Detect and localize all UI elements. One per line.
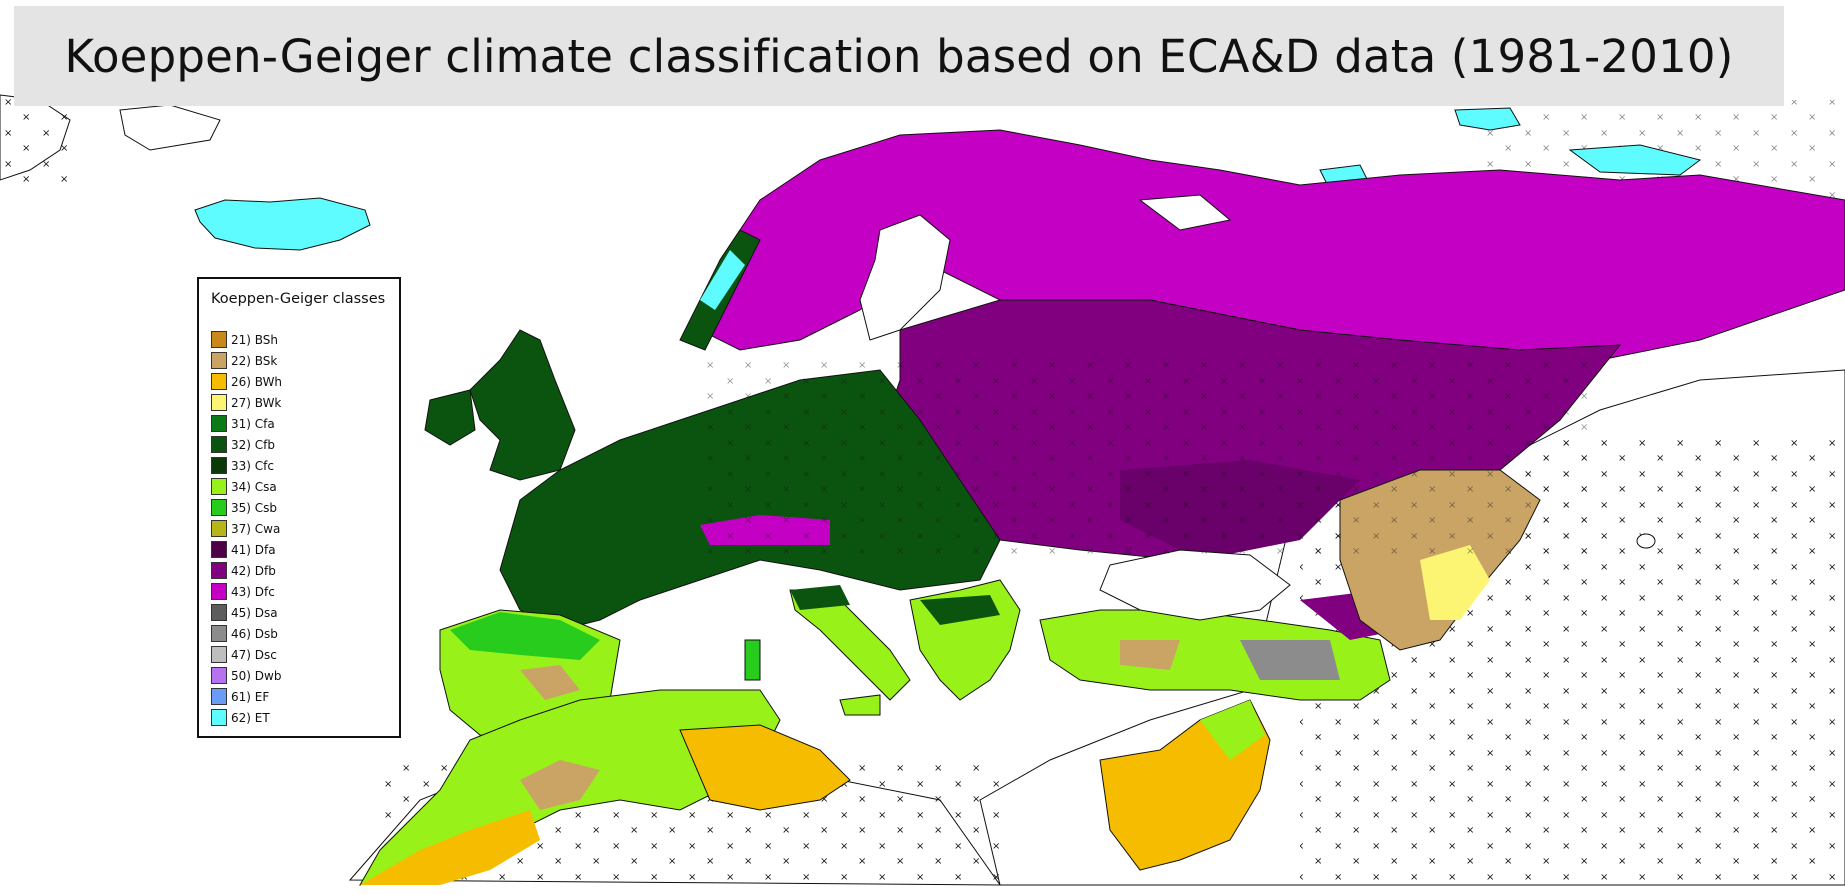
legend-label: 61) EF	[231, 689, 270, 704]
legend: Koeppen-Geiger classes 21) BSh 22) BSk 26)…	[197, 277, 401, 738]
legend-item: 22) BSk	[211, 350, 282, 371]
legend-swatch	[211, 583, 227, 600]
novaya-zemlya	[1454, 107, 1521, 131]
legend-swatch	[211, 331, 227, 348]
legend-swatch	[211, 352, 227, 369]
legend-item: 35) Csb	[211, 497, 282, 518]
legend-swatch	[211, 373, 227, 390]
legend-swatch	[211, 541, 227, 558]
no-data-markers-greenland	[0, 95, 80, 185]
legend-label: 62) ET	[231, 710, 270, 725]
legend-label: 46) Dsb	[231, 626, 278, 641]
legend-item: 37) Cwa	[211, 518, 282, 539]
legend-label: 21) BSh	[231, 332, 279, 347]
legend-item: 26) BWh	[211, 371, 282, 392]
legend-label: 27) BWk	[231, 395, 282, 410]
legend-label: 33) Cfc	[231, 458, 274, 473]
legend-label: 32) Cfb	[231, 437, 275, 452]
legend-item: 62) ET	[211, 707, 282, 728]
legend-swatch	[211, 604, 227, 621]
legend-item: 42) Dfb	[211, 560, 282, 581]
legend-label: 35) Csb	[231, 500, 278, 515]
legend-label: 47) Dsc	[231, 647, 277, 662]
legend-label: 45) Dsa	[231, 605, 278, 620]
legend-swatch	[211, 520, 227, 537]
map-title-bar: Koeppen-Geiger climate classification ba…	[14, 6, 1784, 106]
legend-label: 22) BSk	[231, 353, 278, 368]
italy	[789, 589, 911, 701]
legend-item: 41) Dfa	[211, 539, 282, 560]
legend-label: 42) Dfb	[231, 563, 276, 578]
legend-item: 27) BWk	[211, 392, 282, 413]
legend-swatch	[211, 667, 227, 684]
legend-label: 31) Cfa	[231, 416, 275, 431]
legend-swatch	[211, 415, 227, 432]
legend-label: 43) Dfc	[231, 584, 275, 599]
sardinia	[744, 639, 761, 681]
legend-label: 34) Csa	[231, 479, 277, 494]
map-title: Koeppen-Geiger climate classification ba…	[64, 29, 1734, 83]
legend-label: 37) Cwa	[231, 521, 281, 536]
legend-swatch	[211, 646, 227, 663]
legend-label: 41) Dfa	[231, 542, 276, 557]
legend-item: 50) Dwb	[211, 665, 282, 686]
legend-label: 50) Dwb	[231, 668, 282, 683]
legend-swatch	[211, 457, 227, 474]
baltic-sea	[859, 214, 951, 341]
legend-item: 32) Cfb	[211, 434, 282, 455]
legend-swatch	[211, 499, 227, 516]
ireland	[424, 389, 476, 446]
legend-item: 61) EF	[211, 686, 282, 707]
legend-item: 43) Dfc	[211, 581, 282, 602]
legend-swatch	[211, 394, 227, 411]
great-britain	[469, 329, 576, 481]
legend-item: 34) Csa	[211, 476, 282, 497]
legend-item: 33) Cfc	[211, 455, 282, 476]
legend-item: 47) Dsc	[211, 644, 282, 665]
legend-item: 45) Dsa	[211, 602, 282, 623]
legend-items: 21) BSh 22) BSk 26) BWh 27) BWk 31) Cfa 32) C…	[211, 329, 282, 728]
legend-title: Koeppen-Geiger classes	[211, 291, 386, 307]
legend-swatch	[211, 478, 227, 495]
iceland	[194, 197, 371, 251]
legend-item: 31) Cfa	[211, 413, 282, 434]
legend-swatch	[211, 562, 227, 579]
legend-swatch	[211, 625, 227, 642]
legend-item: 21) BSh	[211, 329, 282, 350]
legend-item: 46) Dsb	[211, 623, 282, 644]
legend-swatch	[211, 709, 227, 726]
legend-label: 26) BWh	[231, 374, 283, 389]
legend-swatch	[211, 436, 227, 453]
legend-swatch	[211, 688, 227, 705]
